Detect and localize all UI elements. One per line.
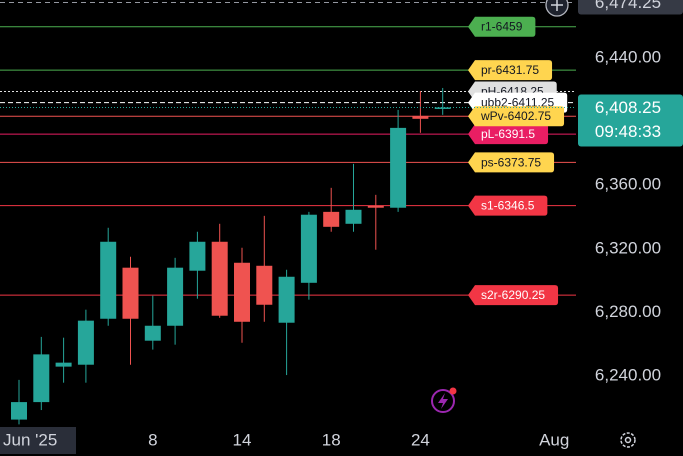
candle-body bbox=[412, 115, 429, 119]
level-label-text: ubb2-6411.25 bbox=[481, 96, 555, 110]
level-label: r1-6459 bbox=[468, 16, 536, 37]
x-tick-label: Aug bbox=[539, 431, 569, 450]
crosshair-label: 6,474.25 bbox=[595, 0, 661, 12]
candle-body bbox=[278, 276, 295, 323]
x-tick-label: 8 bbox=[148, 431, 157, 450]
alert-icon[interactable] bbox=[431, 387, 457, 413]
crosshair-label-box bbox=[578, 0, 683, 15]
level-label-text: ps-6373.75 bbox=[481, 155, 541, 169]
add-button[interactable] bbox=[545, 0, 569, 17]
level-label-text: s2r-6290.25 bbox=[481, 288, 545, 302]
y-tick-label: 6,280.00 bbox=[595, 302, 661, 321]
level-label-text: pr-6431.75 bbox=[481, 63, 539, 77]
settings-icon[interactable] bbox=[620, 432, 636, 448]
candle-body bbox=[100, 241, 117, 319]
last-price-box bbox=[578, 94, 683, 147]
candle-body bbox=[211, 241, 228, 316]
candle-body bbox=[390, 127, 407, 208]
candle-body bbox=[189, 241, 206, 271]
level-label: s2r-6290.25 bbox=[468, 285, 559, 306]
level-label-box bbox=[468, 285, 559, 306]
y-tick-label: 6,320.00 bbox=[595, 238, 661, 257]
y-tick-label: 6,240.00 bbox=[595, 366, 661, 385]
last-price-label: 6,408.25 bbox=[595, 98, 661, 117]
candle-body bbox=[300, 214, 317, 283]
level-label-box bbox=[468, 152, 555, 173]
x-tick-label: 14 bbox=[233, 431, 252, 450]
level-label: pr-6431.75 bbox=[468, 60, 553, 81]
level-label: ps-6373.75 bbox=[468, 152, 555, 173]
level-label: pL-6391.5 bbox=[468, 124, 549, 145]
candle-body bbox=[122, 267, 139, 319]
level-label: s1-6346.5 bbox=[468, 195, 548, 216]
x-label-highlight bbox=[0, 427, 76, 454]
level-label-text: pL-6391.5 bbox=[481, 127, 535, 141]
candle-body bbox=[77, 320, 94, 365]
candle-body bbox=[434, 107, 451, 109]
level-label-box bbox=[468, 60, 553, 81]
level-label: wPv-6402.75 bbox=[468, 106, 565, 127]
level-label-box bbox=[468, 106, 565, 127]
y-tick-label: 6,440.00 bbox=[595, 47, 661, 66]
x-tick-label: 18 bbox=[322, 431, 341, 450]
level-label-text: s1-6346.5 bbox=[481, 199, 535, 213]
candle-body bbox=[144, 325, 161, 341]
candle-body bbox=[256, 265, 273, 305]
candle-body bbox=[33, 354, 50, 403]
candle-body bbox=[167, 267, 184, 326]
level-label-box bbox=[468, 16, 536, 37]
candle-body bbox=[234, 262, 250, 322]
level-label-box bbox=[468, 195, 548, 216]
level-label-text: r1-6459 bbox=[481, 20, 523, 34]
candle-body bbox=[55, 362, 72, 367]
level-label-box bbox=[468, 124, 549, 145]
price-axis-bg bbox=[576, 0, 683, 425]
price-axis: 6,240.00 6,280.00 6,320.00 6,360.00 6,440.00… bbox=[576, 0, 683, 425]
candle-body bbox=[367, 205, 384, 208]
candle-body bbox=[345, 209, 362, 224]
countdown-label: 09:48:33 bbox=[595, 122, 661, 141]
plot-area: r1-6459pr-6431.75pH-6418.25ubb2-6411.25p… bbox=[0, 1, 576, 425]
x-tick-label: Jun '25 bbox=[3, 431, 57, 450]
level-label-text: wPv-6402.75 bbox=[480, 109, 551, 123]
candle-body bbox=[323, 211, 340, 227]
y-tick-label: 6,360.00 bbox=[595, 175, 661, 194]
candle-body bbox=[11, 402, 27, 420]
x-tick-label: 24 bbox=[411, 431, 430, 450]
